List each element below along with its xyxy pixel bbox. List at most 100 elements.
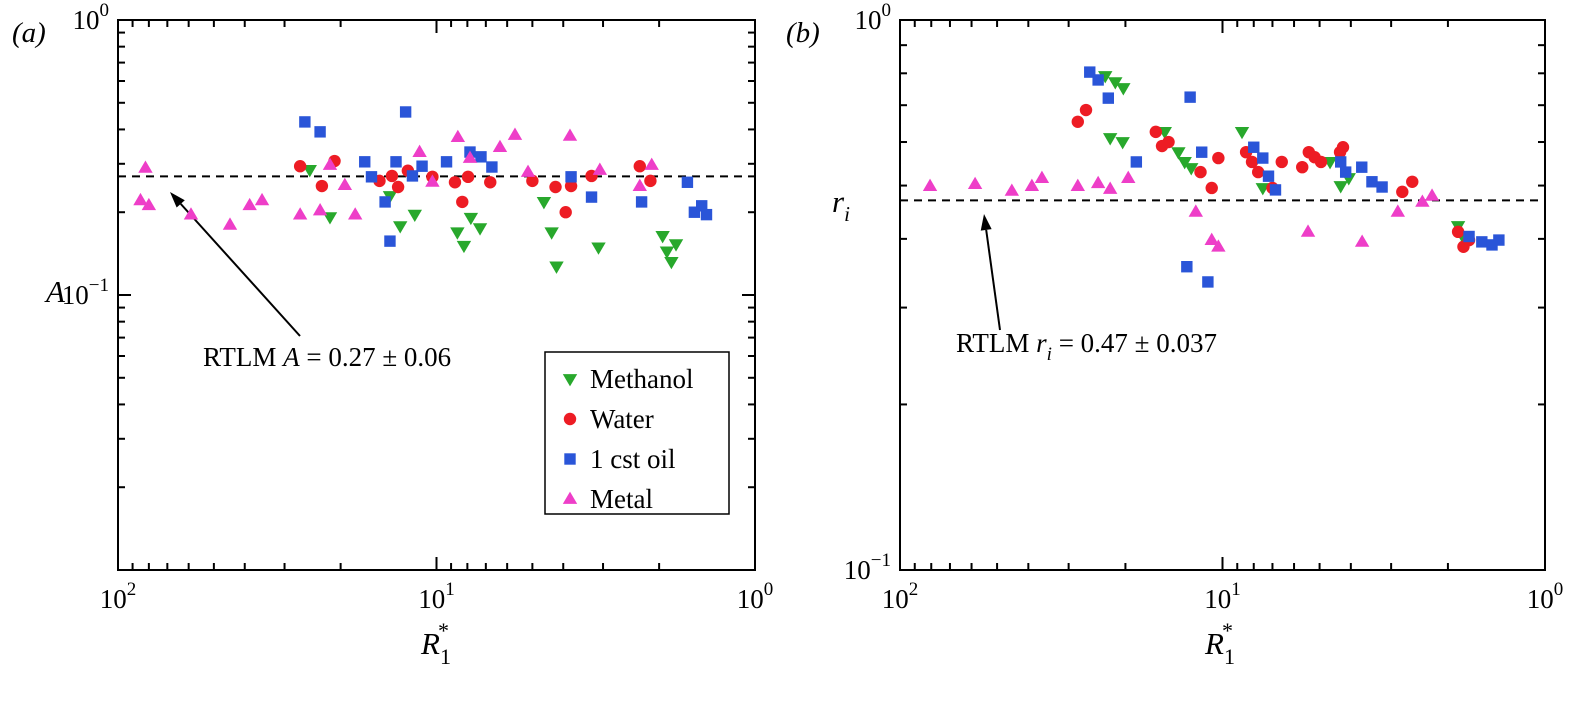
data-point [379,196,391,208]
data-point [1149,125,1162,139]
x-tick-label: 101 [418,579,455,614]
data-point [688,206,701,218]
data-point [1205,181,1218,195]
data-point [391,180,405,194]
data-point [1336,141,1350,154]
data-point [1339,166,1352,178]
data-point [1181,261,1193,273]
data-point [299,116,311,128]
legend-box [544,351,730,515]
data-point [633,160,646,173]
data-point [462,150,478,163]
data-point [450,129,466,143]
data-point [526,174,539,188]
series-metal [922,170,1440,252]
data-point [337,177,353,190]
x-tick-label: 100 [1527,579,1564,614]
data-point [1493,234,1505,246]
data-point [1098,71,1113,84]
data-point [659,246,675,259]
data-point [559,206,572,219]
data-point [1188,204,1204,217]
data-point [1486,239,1498,251]
data-point [315,179,329,193]
data-point [1184,163,1199,176]
data-point [1354,234,1370,247]
y-tick-label: 100 [855,0,892,35]
data-point [1296,160,1309,174]
data-point [1116,83,1131,96]
data-point [1424,188,1440,201]
panel-a: 102 101 100 100 10−1 R1* A (a) RTLM A = 0.27 ± 0… [12,0,773,669]
data-point [700,208,713,221]
data-point [922,178,938,191]
data-point [1115,137,1130,150]
legend-marker-methanol [562,374,578,387]
y-axis-title: A [44,274,66,309]
annotation-arrow-line [985,229,1001,331]
panel-b: 102 101 100 100 10−1 R1* ri (b) RTLM ri = 0.47 ±… [786,0,1563,669]
data-point [406,170,419,182]
legend-marker-metal [562,491,578,504]
data-point [440,156,453,168]
annotation-arrow-line [179,203,301,337]
legend-item-water: Water [563,404,654,434]
data-point [254,192,270,206]
legend-item-1-cst-oil: 1 cst oil [564,444,676,474]
axis-ticks [899,19,1546,571]
data-point [1335,156,1347,168]
data-point [461,170,475,184]
data-point [1396,185,1409,199]
data-point [472,223,488,236]
data-point [536,197,552,210]
data-point [592,162,608,175]
data-point [1034,170,1050,183]
data-point [549,261,564,274]
data-point [1071,115,1084,128]
data-point [1406,175,1419,188]
data-point [456,195,469,209]
panel-label: (b) [786,17,820,49]
data-point [1356,161,1368,173]
data-point [385,169,399,183]
data-point [1102,133,1118,146]
data-point [456,240,472,254]
data-point [585,191,598,203]
data-point [644,157,659,170]
y-tick-label: 100 [73,0,110,35]
data-point [1194,165,1207,179]
data-point [183,207,199,220]
data-point [302,165,317,178]
data-point [1212,151,1225,165]
data-point [1376,181,1388,193]
data-point [655,231,670,244]
data-point [141,197,157,211]
data-point [450,227,465,240]
data-point [644,174,657,188]
plot-frame [899,19,1546,571]
data-point [384,235,396,247]
data-point [133,192,148,206]
series-methanol [302,165,684,274]
data-point [1184,91,1196,103]
series-water [1071,103,1476,253]
data-point [138,160,153,173]
legend-label: Methanol [590,364,693,394]
data-point [1257,152,1269,164]
data-point [399,106,412,118]
data-point [365,171,378,183]
data-point [1171,147,1186,160]
data-point [1102,92,1114,104]
data-point [1162,135,1175,149]
legend-label: 1 cst oil [590,444,676,474]
data-point [1333,181,1348,194]
data-point [1079,103,1093,117]
data-point [475,151,487,163]
annotation-arrowhead [980,214,992,231]
data-point [1415,194,1430,207]
x-tick-label: 101 [1204,579,1241,614]
data-point [1202,276,1214,288]
data-point [632,178,647,191]
data-point [390,156,402,168]
